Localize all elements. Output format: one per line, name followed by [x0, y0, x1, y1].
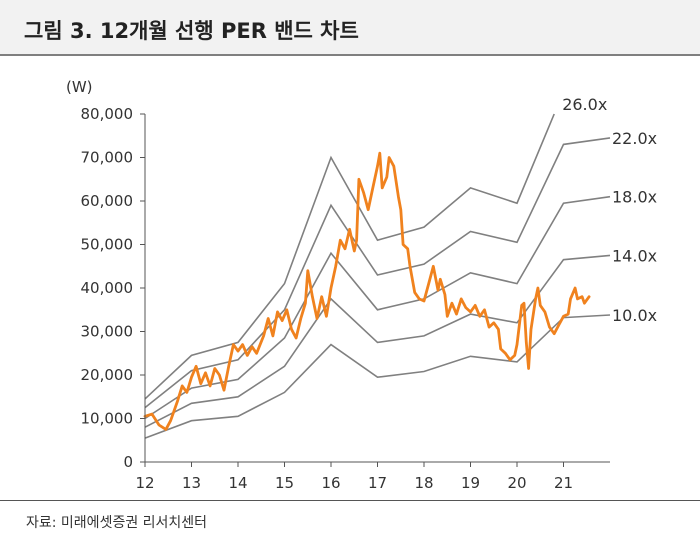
band-label-0: 26.0x	[562, 95, 607, 114]
y-axis-unit-label: (W)	[66, 78, 93, 96]
per-band-chart: 0 10,000 20,000 30,000 40,000 50,000 60,000 70,…	[66, 78, 657, 492]
band-line-0	[144, 113, 555, 400]
band-label-3: 14.0x	[612, 246, 657, 265]
band-label-4: 10.0x	[612, 306, 657, 325]
price-layer	[143, 151, 591, 431]
x-tick-label-1: 13	[182, 474, 201, 492]
y-tick-label-1: 10,000	[81, 410, 134, 428]
band-label-2: 18.0x	[612, 188, 657, 207]
y-tick-label-0: 0	[123, 453, 133, 471]
price-line-0	[143, 151, 591, 431]
x-tick-label-4: 16	[321, 474, 340, 492]
y-tick-label-8: 80,000	[81, 105, 134, 123]
y-tick-label-7: 70,000	[81, 149, 134, 167]
title-bar: 그림 3. 12개월 선행 PER 밴드 차트	[0, 0, 700, 56]
y-tick-label-6: 60,000	[81, 192, 134, 210]
x-tick-label-3: 15	[275, 474, 294, 492]
band-label-1: 22.0x	[612, 129, 657, 148]
y-tick-label-5: 50,000	[81, 236, 134, 254]
x-tick-label-5: 17	[368, 474, 387, 492]
x-tick-label-9: 21	[554, 474, 573, 492]
labels-layer: 26.0x 22.0x 18.0x 14.0x 10.0x	[562, 95, 657, 325]
x-tick-label-8: 20	[507, 474, 526, 492]
y-tick-label-3: 30,000	[81, 323, 134, 341]
band-line-4	[144, 314, 611, 439]
band-line-1	[144, 137, 611, 409]
y-tick-label-4: 40,000	[81, 279, 134, 297]
y-tick-label-2: 20,000	[81, 366, 134, 384]
source-divider	[0, 500, 700, 501]
x-tick-label-7: 19	[461, 474, 480, 492]
source-note: 자료: 미래에셋증권 리서치센터	[26, 515, 208, 531]
axes-layer: 0 10,000 20,000 30,000 40,000 50,000 60,000 70,…	[66, 78, 610, 492]
x-tick-label-6: 18	[414, 474, 433, 492]
x-tick-label-2: 14	[228, 474, 247, 492]
x-tick-label-0: 12	[135, 474, 154, 492]
chart-title: 그림 3. 12개월 선행 PER 밴드 차트	[24, 19, 359, 43]
band-line-3	[144, 254, 611, 428]
